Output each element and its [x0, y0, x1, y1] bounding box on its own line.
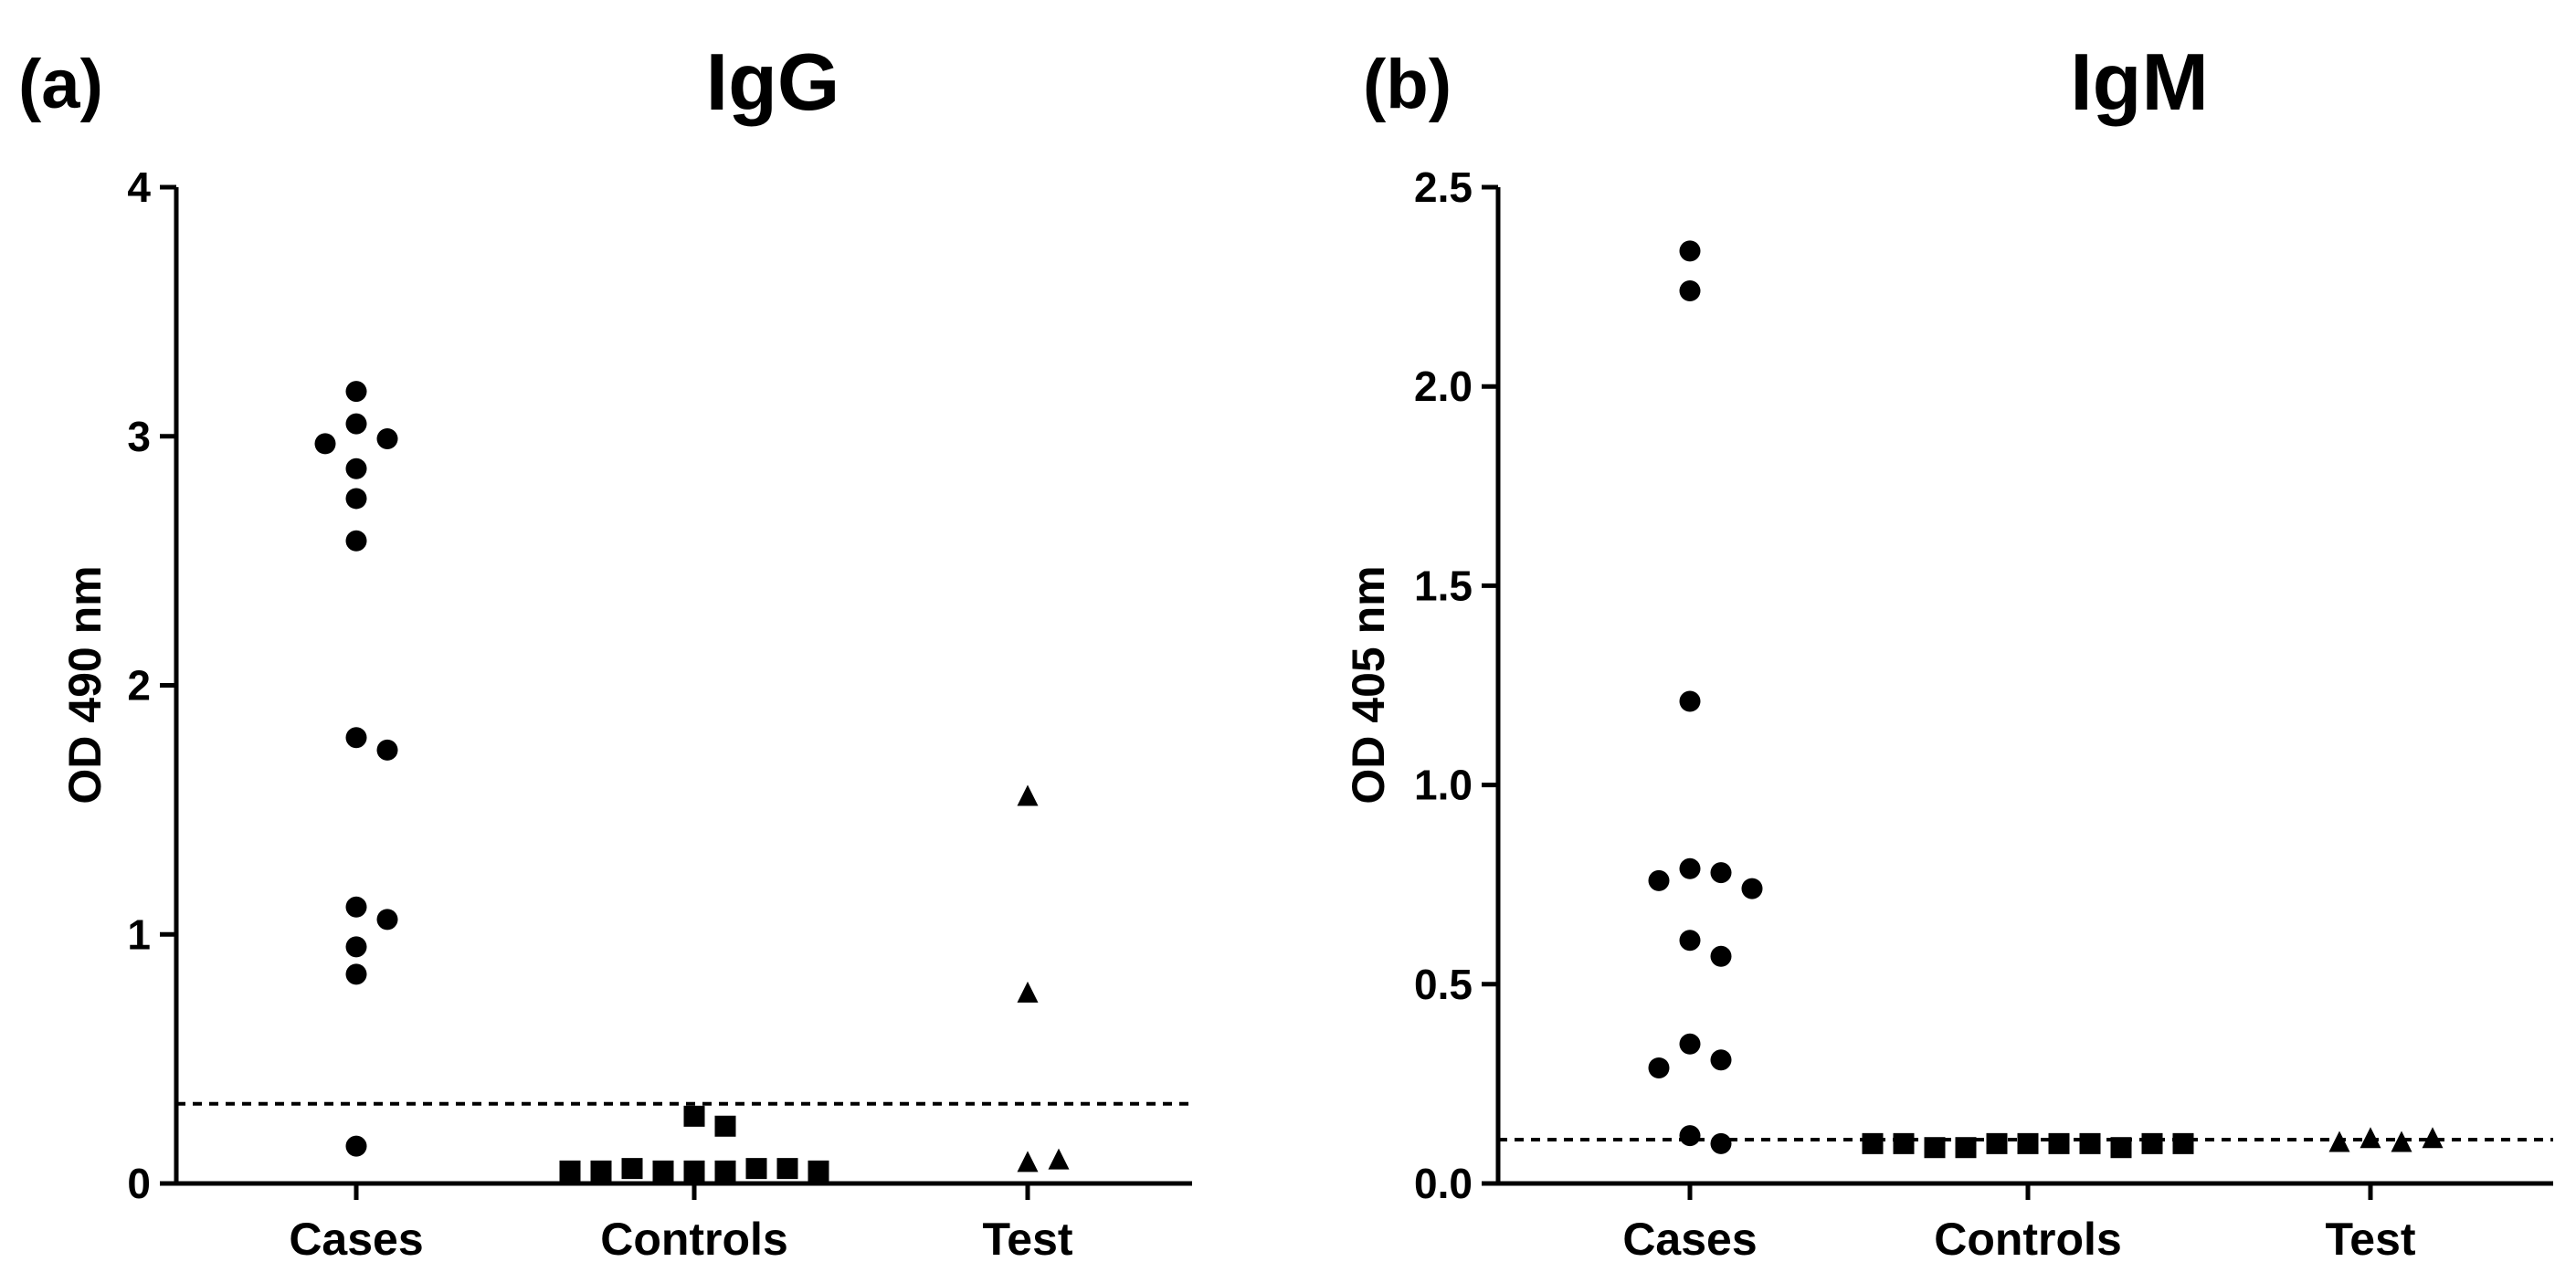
data-point-igg-cases-1 — [345, 413, 367, 435]
data-point-igg-test-1 — [1017, 981, 1039, 1003]
data-point-igm-cases-0 — [1679, 240, 1701, 262]
data-point-igm-test-1 — [2391, 1131, 2412, 1152]
data-point-igm-cases-8 — [1710, 945, 1732, 967]
y-tick-label-igm-0: 0.0 — [1414, 1160, 1473, 1207]
data-point-igm-cases-5 — [1648, 869, 1670, 891]
data-point-igm-cases-12 — [1679, 1125, 1701, 1147]
data-point-igm-cases-11 — [1648, 1057, 1670, 1078]
data-point-igm-controls-0 — [2017, 1132, 2039, 1154]
panel-igg: (a) IgG OD 490 nm 0 1 2 3 4 Cases Controls Tes… — [18, 37, 1192, 1265]
data-point-igg-cases-7 — [345, 727, 367, 749]
data-point-igm-cases-3 — [1679, 857, 1701, 879]
x-category-label-igm-1: Controls — [1934, 1214, 2122, 1265]
data-point-igm-cases-4 — [1710, 862, 1732, 884]
panel-igm: (b) IgM OD 405 nm 0.0 0.5 1.0 1.5 2.0 2.5 Cas… — [1343, 37, 2553, 1265]
x-category-label-igm-0: Cases — [1622, 1214, 1757, 1265]
data-points-igg — [314, 381, 1070, 1182]
data-point-igm-controls-9 — [2172, 1132, 2194, 1154]
y-tick-label-igm-2: 1.0 — [1414, 762, 1473, 809]
data-point-igg-cases-12 — [345, 963, 367, 985]
data-point-igg-controls-9 — [808, 1160, 829, 1182]
data-point-igg-cases-5 — [345, 488, 367, 510]
data-point-igm-cases-13 — [1710, 1132, 1732, 1154]
data-point-igg-cases-8 — [376, 739, 398, 761]
x-categories-igm: Cases Controls Test — [1622, 1183, 2416, 1265]
data-point-igm-test-0 — [2360, 1127, 2381, 1149]
data-point-igg-controls-7 — [776, 1158, 798, 1180]
data-point-igg-controls-4 — [652, 1160, 674, 1182]
panel-label-b: (b) — [1363, 46, 1452, 123]
chart-title-igm: IgM — [2070, 37, 2209, 127]
data-point-igm-cases-10 — [1710, 1049, 1732, 1071]
data-point-igg-controls-5 — [745, 1158, 767, 1180]
data-point-igg-controls-10 — [559, 1160, 581, 1182]
chart-title-igg: IgG — [706, 37, 840, 127]
data-point-igm-controls-8 — [1893, 1132, 1915, 1154]
data-point-igm-controls-6 — [1924, 1137, 1946, 1159]
data-point-igg-controls-3 — [714, 1160, 736, 1182]
x-categories-igg: Cases Controls Test — [289, 1183, 1073, 1265]
data-point-igg-cases-6 — [345, 530, 367, 552]
y-tick-label-igg-4: 4 — [127, 163, 151, 211]
data-point-igm-controls-2 — [1986, 1132, 2008, 1154]
x-category-label-igg-2: Test — [982, 1214, 1072, 1265]
data-point-igg-controls-2 — [683, 1160, 705, 1182]
data-point-igg-cases-2 — [376, 427, 398, 449]
y-tick-label-igm-1: 0.5 — [1414, 961, 1473, 1008]
panel-label-a: (a) — [18, 46, 103, 123]
data-point-igg-test-2 — [1017, 1151, 1039, 1173]
data-point-igg-controls-0 — [683, 1105, 705, 1127]
data-point-igm-controls-4 — [1955, 1137, 1977, 1159]
data-point-igm-controls-5 — [2110, 1137, 2132, 1159]
data-point-igm-controls-3 — [2079, 1132, 2101, 1154]
x-category-label-igg-0: Cases — [289, 1214, 423, 1265]
data-point-igg-cases-4 — [345, 457, 367, 479]
data-point-igm-cases-1 — [1679, 279, 1701, 301]
data-point-igg-cases-9 — [345, 896, 367, 918]
y-tick-label-igg-3: 3 — [127, 413, 151, 460]
y-axis-label-igg: OD 490 nm — [59, 565, 111, 804]
data-point-igm-test-3 — [2422, 1127, 2444, 1149]
data-point-igg-cases-11 — [345, 936, 367, 958]
data-point-igm-controls-10 — [1862, 1132, 1884, 1154]
data-point-igm-cases-7 — [1679, 930, 1701, 952]
data-point-igg-cases-13 — [345, 1135, 367, 1157]
data-point-igg-cases-3 — [314, 433, 336, 455]
data-point-igg-test-0 — [1017, 784, 1039, 806]
data-point-igm-test-2 — [2328, 1131, 2350, 1152]
data-point-igg-cases-0 — [345, 381, 367, 403]
y-tick-label-igg-2: 2 — [127, 662, 151, 710]
y-axis-label-igm: OD 405 nm — [1343, 565, 1394, 804]
y-tick-label-igm-5: 2.5 — [1414, 163, 1473, 211]
data-point-igg-controls-1 — [714, 1115, 736, 1137]
y-tick-label-igm-4: 2.0 — [1414, 363, 1473, 410]
y-ticks-igg: 0 1 2 3 4 — [127, 163, 176, 1207]
data-point-igm-controls-1 — [2048, 1132, 2070, 1154]
data-point-igg-test-3 — [1048, 1148, 1070, 1170]
data-point-igg-cases-10 — [376, 909, 398, 931]
y-tick-label-igm-3: 1.5 — [1414, 562, 1473, 609]
data-point-igm-cases-2 — [1679, 690, 1701, 712]
data-point-igm-cases-6 — [1741, 878, 1763, 899]
y-tick-label-igg-1: 1 — [127, 910, 151, 958]
data-point-igm-controls-7 — [2141, 1132, 2163, 1154]
data-points-igm — [1648, 240, 2444, 1159]
x-category-label-igg-1: Controls — [600, 1214, 788, 1265]
y-tick-label-igg-0: 0 — [127, 1160, 151, 1207]
x-category-label-igm-2: Test — [2325, 1214, 2415, 1265]
data-point-igm-cases-9 — [1679, 1033, 1701, 1055]
data-point-igg-controls-6 — [621, 1158, 643, 1180]
y-ticks-igm: 0.0 0.5 1.0 1.5 2.0 2.5 — [1414, 163, 1498, 1207]
data-point-igg-controls-8 — [590, 1160, 612, 1182]
